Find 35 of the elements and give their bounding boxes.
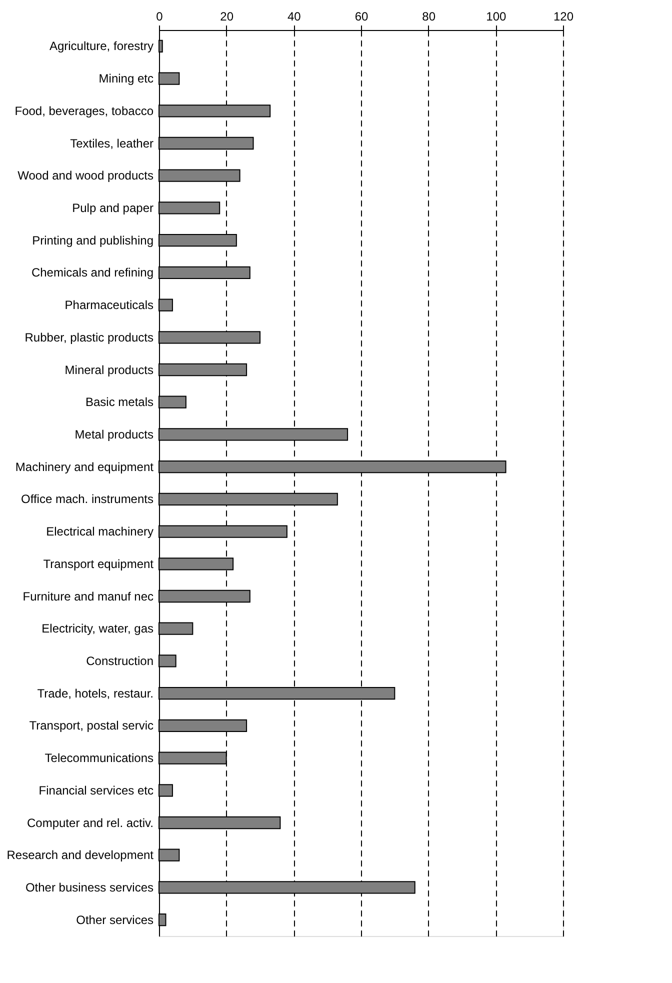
y-tick-label: Other business services — [25, 880, 154, 894]
y-tick-label: Rubber, plastic products — [24, 330, 154, 344]
y-tick-label: Textiles, leather — [70, 136, 154, 150]
y-tick-label: Transport, postal servic — [29, 718, 154, 733]
y-tick-label: Electrical machinery — [46, 524, 154, 539]
y-tick-label: Telecommunications — [44, 751, 154, 766]
x-tick-label: 120 — [553, 10, 574, 24]
y-tick-label: Metal products — [74, 427, 154, 442]
y-tick-label: Office mach. instruments — [21, 492, 154, 506]
y-tick-label: Mining etc — [98, 72, 154, 86]
y-tick-label: Research and development — [6, 848, 154, 862]
y-tick-label: Pulp and paper — [72, 200, 154, 215]
y-tick-label: Printing and publishing — [32, 233, 154, 248]
y-tick-label: Trade, hotels, restaur. — [37, 686, 154, 700]
x-tick-label: 80 — [422, 10, 436, 24]
y-tick-label: Agriculture, forestry — [49, 39, 154, 54]
x-tick-label: 20 — [220, 10, 234, 24]
y-tick-label: Chemicals and refining — [31, 266, 154, 280]
x-tick-label: 0 — [156, 10, 164, 24]
y-tick-label: Construction — [86, 654, 154, 668]
x-tick-label: 40 — [287, 10, 302, 24]
y-tick-label: Electricity, water, gas — [42, 622, 154, 636]
y-tick-label: Financial services etc — [38, 783, 154, 798]
y-tick-label: Food, beverages, tobacco — [14, 104, 154, 118]
y-tick-label: Transport equipment — [43, 556, 154, 571]
y-tick-label: Basic metals — [85, 395, 154, 410]
y-tick-label: Pharmaceuticals — [64, 298, 154, 312]
x-tick-label: 60 — [354, 10, 368, 24]
y-tick-label: Wood and wood products — [18, 168, 154, 183]
y-tick-label: Other services — [76, 912, 154, 927]
y-tick-label: Machinery and equipment — [15, 460, 154, 474]
y-tick-label: Mineral products — [64, 362, 154, 377]
y-tick-label: Furniture and manuf nec — [22, 589, 154, 604]
x-tick-label: 100 — [486, 10, 506, 24]
y-tick-label: Computer and rel. activ. — [27, 816, 154, 830]
